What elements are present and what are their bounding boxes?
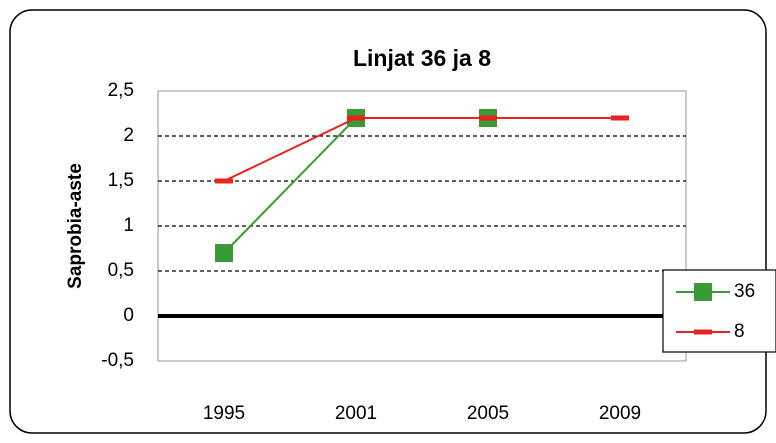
x-tick-label: 2005 — [467, 403, 509, 424]
chart-frame — [9, 9, 767, 434]
marker — [215, 178, 233, 184]
marker — [215, 244, 233, 262]
x-tick-label: 1995 — [203, 403, 245, 424]
y-tick-label: -0,5 — [101, 350, 134, 371]
y-tick-label: 0 — [123, 305, 134, 326]
y-tick-label: 1,5 — [108, 170, 134, 191]
marker — [479, 115, 497, 121]
x-tick-label: 2001 — [335, 403, 377, 424]
legend-marker — [694, 283, 712, 301]
y-tick-label: 0,5 — [108, 260, 134, 281]
y-tick-label: 2 — [123, 125, 134, 146]
y-tick-label: 2,5 — [108, 80, 134, 101]
y-axis-label: Saprobia-aste — [65, 163, 86, 289]
y-tick-label: 1 — [123, 215, 134, 236]
marker — [611, 115, 629, 121]
x-tick-label: 2009 — [599, 403, 641, 424]
legend-box — [662, 269, 776, 353]
legend-label: 8 — [734, 321, 745, 342]
legend-label: 36 — [734, 281, 755, 302]
legend-marker — [694, 329, 712, 335]
series-line — [223, 117, 620, 182]
chart-title: Linjat 36 ja 8 — [353, 45, 491, 71]
marker — [347, 115, 365, 121]
